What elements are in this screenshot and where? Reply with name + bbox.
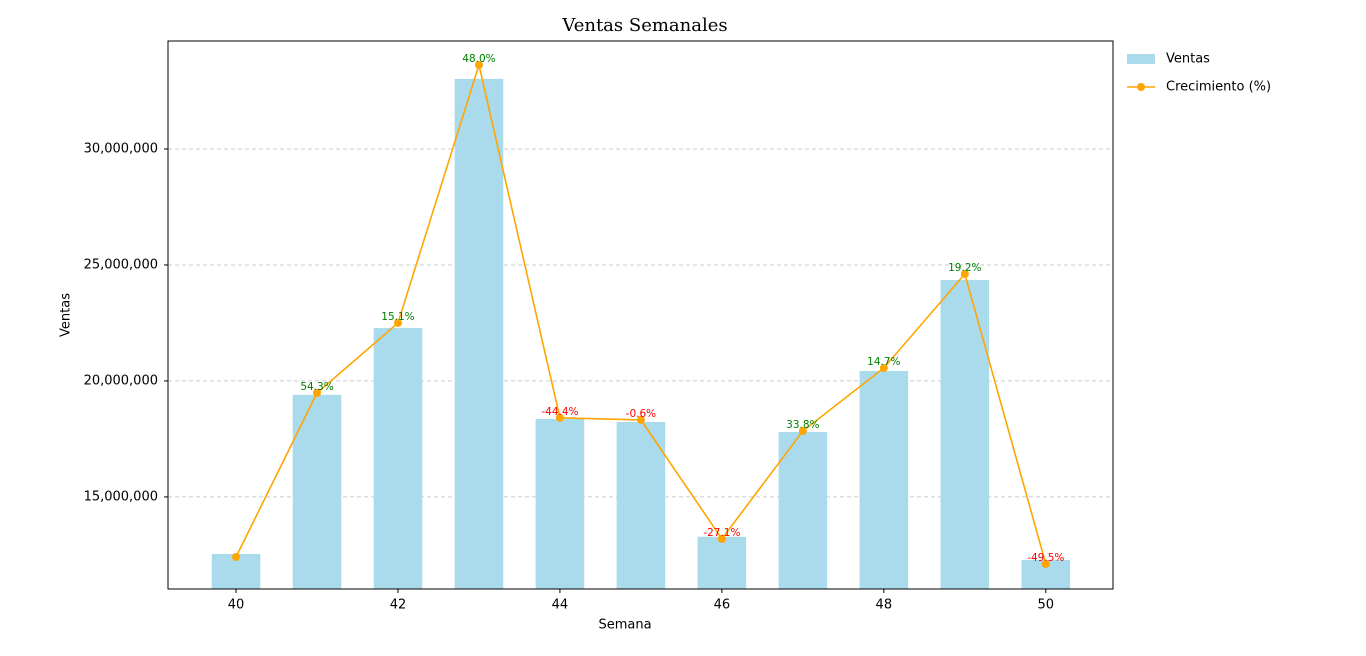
x-tick-label: 44	[552, 598, 569, 613]
point	[312, 388, 321, 397]
bar	[940, 280, 990, 589]
x-tick-label: 50	[1038, 598, 1055, 613]
y-tick-label: 20,000,000	[84, 373, 158, 388]
x-tick-label: 46	[714, 598, 731, 613]
growth-label: -49.5%	[1027, 552, 1064, 564]
point	[798, 427, 807, 436]
growth-label: 15.1%	[381, 311, 414, 323]
y-tick-label: 15,000,000	[84, 489, 158, 504]
x-axis-label: Semana	[598, 618, 651, 633]
point	[474, 61, 483, 70]
legend-label: Crecimiento (%)	[1166, 80, 1271, 95]
growth-label: -0.6%	[626, 408, 656, 420]
bar	[535, 418, 585, 589]
point	[879, 363, 888, 372]
point	[1041, 559, 1050, 568]
growth-label: 19.2%	[948, 262, 981, 274]
growth-label: 48.0%	[462, 53, 495, 65]
x-tick-label: 40	[228, 598, 245, 613]
point	[960, 270, 969, 279]
growth-label: 33.8%	[786, 419, 819, 431]
y-tick-label: 30,000,000	[84, 141, 158, 156]
chart-title: Ventas Semanales	[561, 15, 727, 36]
point	[393, 318, 402, 327]
point	[232, 552, 241, 561]
x-tick-label: 42	[390, 598, 407, 613]
y-axis-label: Ventas	[59, 293, 74, 337]
bar	[373, 328, 423, 589]
growth-label: -44.4%	[541, 406, 578, 418]
growth-label: 54.3%	[300, 381, 333, 393]
bar	[292, 394, 342, 589]
bar	[697, 536, 747, 589]
legend-swatch	[1137, 83, 1145, 91]
plot-frame	[167, 40, 1114, 590]
legend-swatch	[1127, 54, 1155, 64]
x-tick-label: 48	[876, 598, 893, 613]
point	[636, 415, 645, 424]
bar	[454, 78, 504, 589]
growth-label: -27.1%	[703, 527, 740, 539]
growth-label: 14.7%	[867, 356, 900, 368]
bar	[859, 370, 909, 589]
point	[555, 413, 564, 422]
bar	[778, 431, 828, 589]
y-tick-label: 25,000,000	[84, 257, 158, 272]
legend-label: Ventas	[1166, 52, 1210, 67]
bar	[616, 421, 666, 589]
point	[717, 534, 726, 543]
